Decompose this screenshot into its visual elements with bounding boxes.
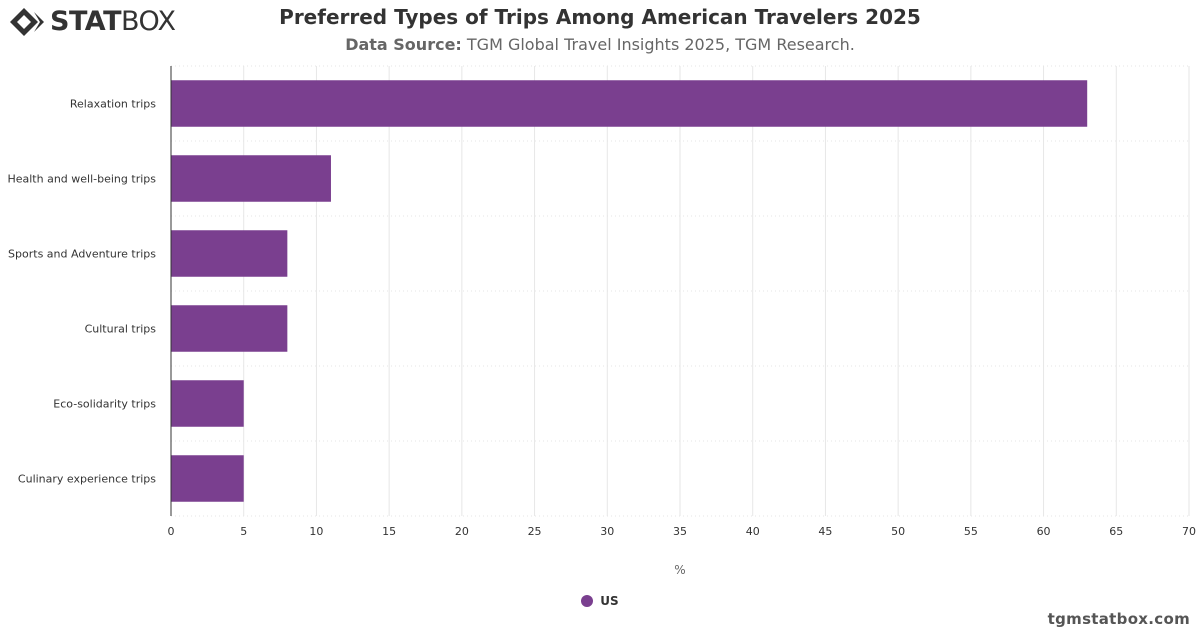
grid-lines bbox=[171, 65, 1190, 517]
category-label: Eco-solidarity trips bbox=[53, 398, 156, 411]
x-tick-label: 50 bbox=[891, 525, 905, 538]
x-tick-label: 25 bbox=[528, 525, 542, 538]
bar-relaxation-trips[interactable] bbox=[171, 80, 1088, 127]
x-tick-label: 10 bbox=[309, 525, 323, 538]
legend[interactable]: US bbox=[0, 594, 1200, 610]
category-label: Culinary experience trips bbox=[18, 473, 156, 486]
bar-cultural-trips[interactable] bbox=[171, 305, 288, 352]
category-label: Sports and Adventure trips bbox=[8, 248, 156, 261]
category-label: Relaxation trips bbox=[70, 98, 156, 111]
logo-wordmark-light: BOX bbox=[120, 6, 176, 37]
chart-subtitle: Data Source: TGM Global Travel Insights … bbox=[0, 35, 1200, 54]
logo-diamond-icon bbox=[10, 8, 44, 36]
x-tick-label: 55 bbox=[964, 525, 978, 538]
category-label: Health and well-being trips bbox=[7, 173, 156, 186]
logo-wordmark: STATBOX bbox=[50, 6, 176, 38]
axis-labels: Relaxation trips Health and well-being tr… bbox=[7, 98, 1196, 578]
x-tick-label: 60 bbox=[1037, 525, 1051, 538]
x-axis-title: % bbox=[674, 563, 685, 577]
x-tick-label: 70 bbox=[1182, 525, 1196, 538]
legend-swatch-icon bbox=[581, 595, 594, 607]
legend-label: US bbox=[600, 594, 619, 608]
x-tick-label: 35 bbox=[673, 525, 687, 538]
bar-eco-solidarity-trips[interactable] bbox=[171, 380, 244, 427]
x-tick-label: 65 bbox=[1109, 525, 1123, 538]
x-tick-label: 45 bbox=[818, 525, 832, 538]
statbox-logo[interactable]: STATBOX bbox=[10, 6, 180, 38]
x-tick-label: 0 bbox=[168, 525, 175, 538]
x-tick-label: 30 bbox=[600, 525, 614, 538]
legend-item-us[interactable]: US bbox=[581, 594, 619, 608]
logo-wordmark-bold: STAT bbox=[50, 6, 121, 37]
source-text: TGM Global Travel Insights 2025, TGM Res… bbox=[461, 35, 855, 54]
x-tick-label: 20 bbox=[455, 525, 469, 538]
bar-health-and-well-being-trips[interactable] bbox=[171, 155, 331, 202]
site-credit[interactable]: tgmstatbox.com bbox=[1047, 610, 1190, 628]
chart-title: Preferred Types of Trips Among American … bbox=[279, 5, 921, 29]
x-tick-label: 15 bbox=[382, 525, 396, 538]
bar-culinary-experience-trips[interactable] bbox=[171, 455, 244, 502]
x-tick-label: 40 bbox=[746, 525, 760, 538]
source-label: Data Source: bbox=[345, 35, 462, 54]
bar-sports-and-adventure-trips[interactable] bbox=[171, 230, 288, 277]
category-label: Cultural trips bbox=[85, 323, 157, 336]
x-tick-label: 5 bbox=[240, 525, 247, 538]
bars bbox=[171, 80, 1088, 502]
